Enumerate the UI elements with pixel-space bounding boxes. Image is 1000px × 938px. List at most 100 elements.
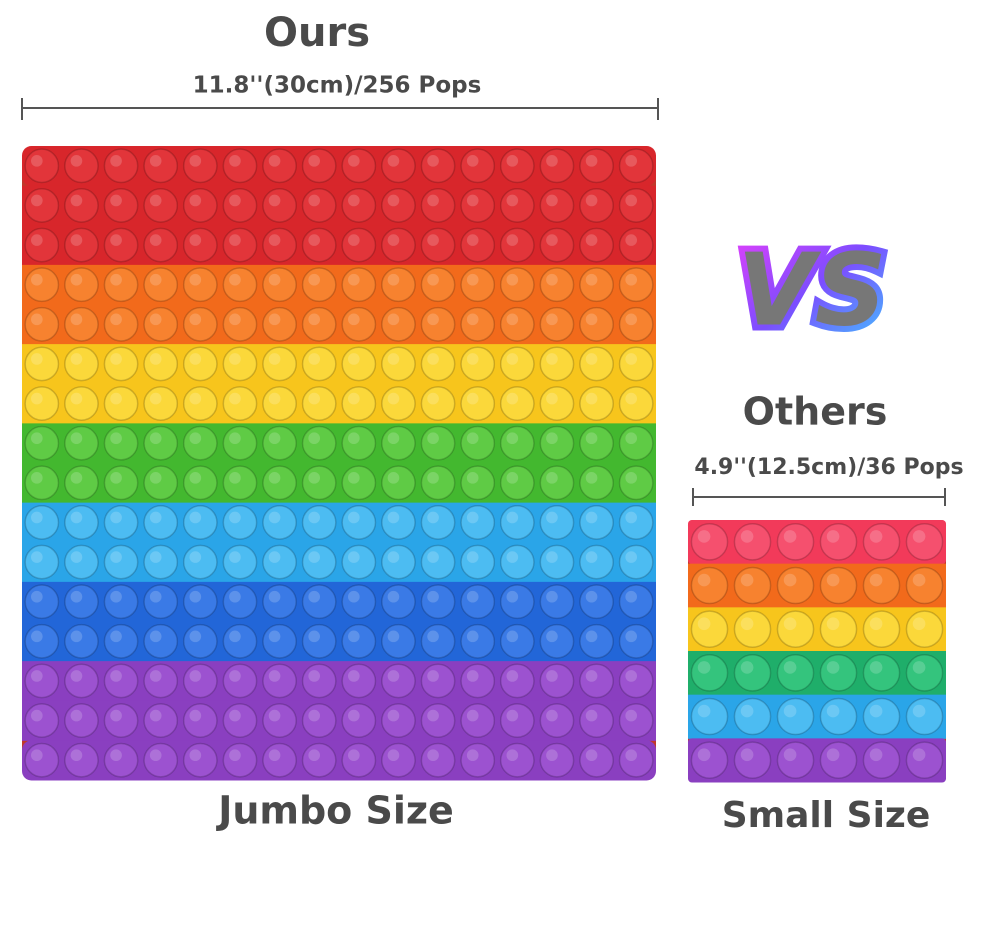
pop-bubble xyxy=(262,148,297,184)
pop-bubble xyxy=(64,663,99,699)
pop-highlight xyxy=(625,551,638,563)
pop-highlight xyxy=(869,573,883,587)
pop-bubble xyxy=(262,663,297,699)
pop-bubble xyxy=(499,742,535,778)
pop-highlight xyxy=(585,551,598,563)
pop-bubble xyxy=(301,465,337,501)
pop-highlight xyxy=(30,392,43,405)
pop-bubble xyxy=(618,623,654,659)
pop-highlight xyxy=(110,313,122,326)
pop-bubble xyxy=(420,505,456,540)
pop-bubble xyxy=(381,505,416,540)
pop-highlight xyxy=(427,194,439,207)
pop-bubble xyxy=(222,742,258,778)
pop-bubble xyxy=(301,346,337,382)
pop-bubble xyxy=(143,584,179,620)
pop-highlight xyxy=(387,471,400,484)
pop-bubble xyxy=(103,465,139,501)
pop-highlight xyxy=(506,590,519,603)
pop-highlight xyxy=(268,471,281,484)
pop-bubble xyxy=(222,346,258,382)
pop-bubble xyxy=(690,741,729,779)
pop-highlight xyxy=(506,353,519,365)
pop-bubble xyxy=(499,623,535,659)
pop-bubble xyxy=(222,425,258,461)
pop-highlight xyxy=(149,353,162,365)
pop-bubble xyxy=(103,623,139,659)
pop-bubble xyxy=(499,465,535,501)
pop-bubble xyxy=(341,663,377,699)
pop-highlight xyxy=(387,551,400,563)
pop-highlight xyxy=(149,273,162,286)
pop-bubble xyxy=(381,465,416,501)
jumbo-pop-board xyxy=(22,146,656,781)
pop-bubble xyxy=(143,425,179,461)
pop-bubble xyxy=(733,523,772,561)
pop-highlight xyxy=(308,353,321,365)
pop-bubble xyxy=(262,386,297,421)
pop-highlight xyxy=(308,511,321,524)
pop-highlight xyxy=(506,551,519,563)
pop-highlight xyxy=(585,234,598,246)
pop-highlight xyxy=(268,590,281,603)
pop-highlight xyxy=(546,630,558,643)
pop-bubble xyxy=(143,465,179,501)
pop-highlight xyxy=(30,471,43,484)
pop-highlight xyxy=(387,154,400,167)
pop-highlight xyxy=(189,154,202,167)
pop-highlight xyxy=(506,234,519,246)
pop-highlight xyxy=(149,511,162,524)
pop-bubble xyxy=(819,741,858,779)
pop-bubble xyxy=(182,703,218,738)
pop-bubble xyxy=(381,584,416,620)
pop-bubble xyxy=(460,584,496,620)
pop-bubble xyxy=(539,742,575,778)
pop-highlight xyxy=(70,273,83,286)
pop-highlight xyxy=(506,511,519,524)
board-row xyxy=(688,607,946,652)
pop-highlight xyxy=(466,154,479,167)
pop-highlight xyxy=(427,551,439,563)
pop-bubble xyxy=(420,703,456,738)
pop-bubble xyxy=(262,742,297,778)
pop-bubble xyxy=(301,386,337,421)
pop-bubble xyxy=(24,386,60,421)
pop-bubble xyxy=(539,465,575,501)
pop-bubble xyxy=(262,267,297,303)
pop-highlight xyxy=(506,273,519,286)
pop-highlight xyxy=(427,273,439,286)
pop-highlight xyxy=(308,154,321,167)
pop-bubble xyxy=(182,663,218,699)
pop-highlight xyxy=(268,709,281,722)
pop-bubble xyxy=(579,267,614,303)
pop-highlight xyxy=(466,551,479,563)
pop-bubble xyxy=(64,703,99,738)
pop-bubble xyxy=(819,523,858,561)
pop-bubble xyxy=(341,465,377,501)
pop-bubble xyxy=(420,227,456,263)
pop-highlight xyxy=(625,590,638,603)
pop-bubble xyxy=(341,386,377,421)
pop-bubble xyxy=(262,623,297,659)
pop-highlight xyxy=(546,749,558,762)
pop-bubble xyxy=(64,425,99,461)
pop-highlight xyxy=(546,511,558,524)
pop-bubble xyxy=(103,267,139,303)
pop-bubble xyxy=(24,703,60,738)
pop-bubble xyxy=(690,566,729,605)
pop-highlight xyxy=(30,590,43,603)
pop-bubble xyxy=(182,346,218,382)
pop-bubble xyxy=(460,465,496,501)
pop-highlight xyxy=(625,194,638,207)
pop-highlight xyxy=(189,313,202,326)
pop-highlight xyxy=(229,551,241,563)
pop-bubble xyxy=(420,148,456,184)
pop-highlight xyxy=(229,590,241,603)
pop-bubble xyxy=(103,663,139,699)
pop-bubble xyxy=(618,306,654,342)
pop-highlight xyxy=(189,392,202,405)
pop-bubble xyxy=(64,306,99,342)
pop-bubble xyxy=(618,227,654,263)
pop-bubble xyxy=(539,544,575,580)
pop-highlight xyxy=(110,234,122,246)
